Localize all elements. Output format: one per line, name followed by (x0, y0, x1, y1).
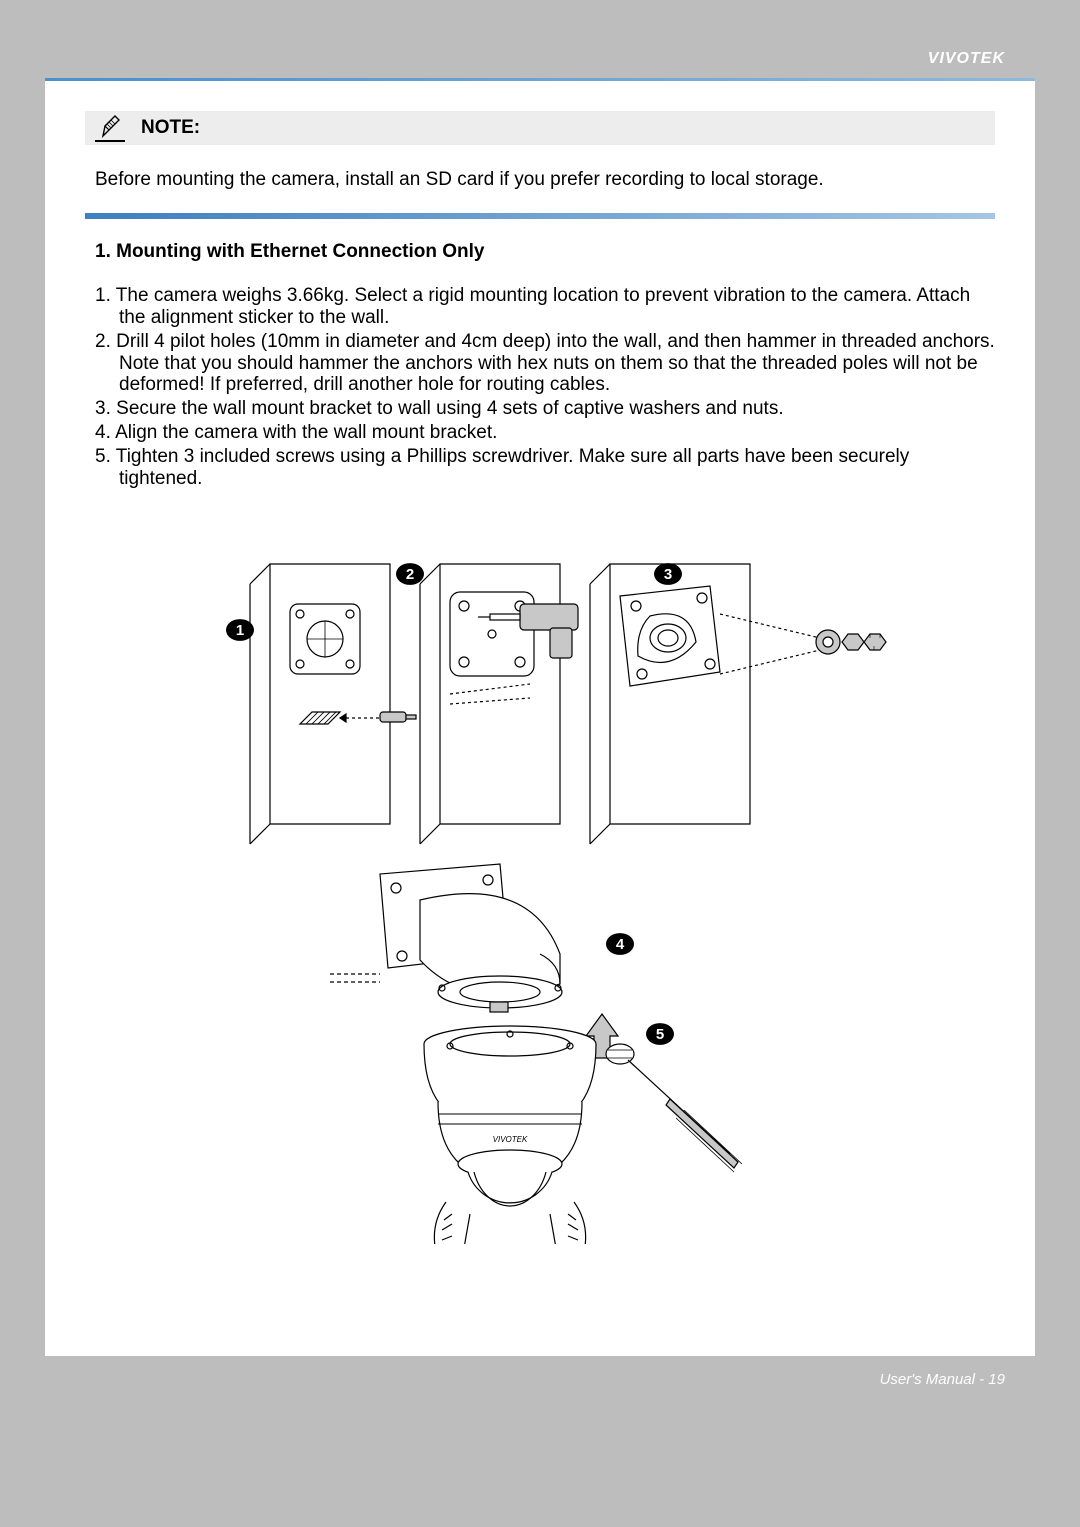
note-heading: NOTE: (141, 117, 200, 139)
svg-text:4: 4 (616, 936, 625, 953)
note-callout: NOTE: (85, 111, 995, 145)
svg-text:1: 1 (236, 622, 244, 639)
list-item: Secure the wall mount bracket to wall us… (95, 398, 995, 420)
page-number: User's Manual - 19 (880, 1371, 1005, 1388)
section-divider (85, 213, 995, 219)
list-item: Drill 4 pilot holes (10mm in diameter an… (95, 331, 995, 397)
list-item: The camera weighs 3.66kg. Select a rigid… (95, 285, 995, 329)
mounting-diagram: VIVOTEK 1 2 3 4 5 (85, 544, 995, 1244)
list-item: Tighten 3 included screws using a Philli… (95, 446, 995, 490)
pencil-icon (95, 114, 125, 142)
section-heading: 1. Mounting with Ethernet Connection Onl… (85, 241, 995, 263)
page-content: NOTE: Before mounting the camera, instal… (45, 81, 1035, 1244)
svg-text:3: 3 (664, 566, 672, 583)
steps-list: The camera weighs 3.66kg. Select a rigid… (85, 285, 995, 490)
note-body: Before mounting the camera, install an S… (85, 169, 995, 191)
svg-text:2: 2 (406, 566, 414, 583)
footer-bar: User's Manual - 19 (45, 1356, 1035, 1400)
svg-text:5: 5 (656, 1026, 664, 1043)
brand-label: VIVOTEK (928, 50, 1005, 68)
list-item: Align the camera with the wall mount bra… (95, 422, 995, 444)
manual-page: VIVOTEK NOTE: Before mounting the camera… (45, 0, 1035, 1400)
svg-text:VIVOTEK: VIVOTEK (493, 1135, 528, 1144)
header-bar: VIVOTEK (45, 0, 1035, 78)
